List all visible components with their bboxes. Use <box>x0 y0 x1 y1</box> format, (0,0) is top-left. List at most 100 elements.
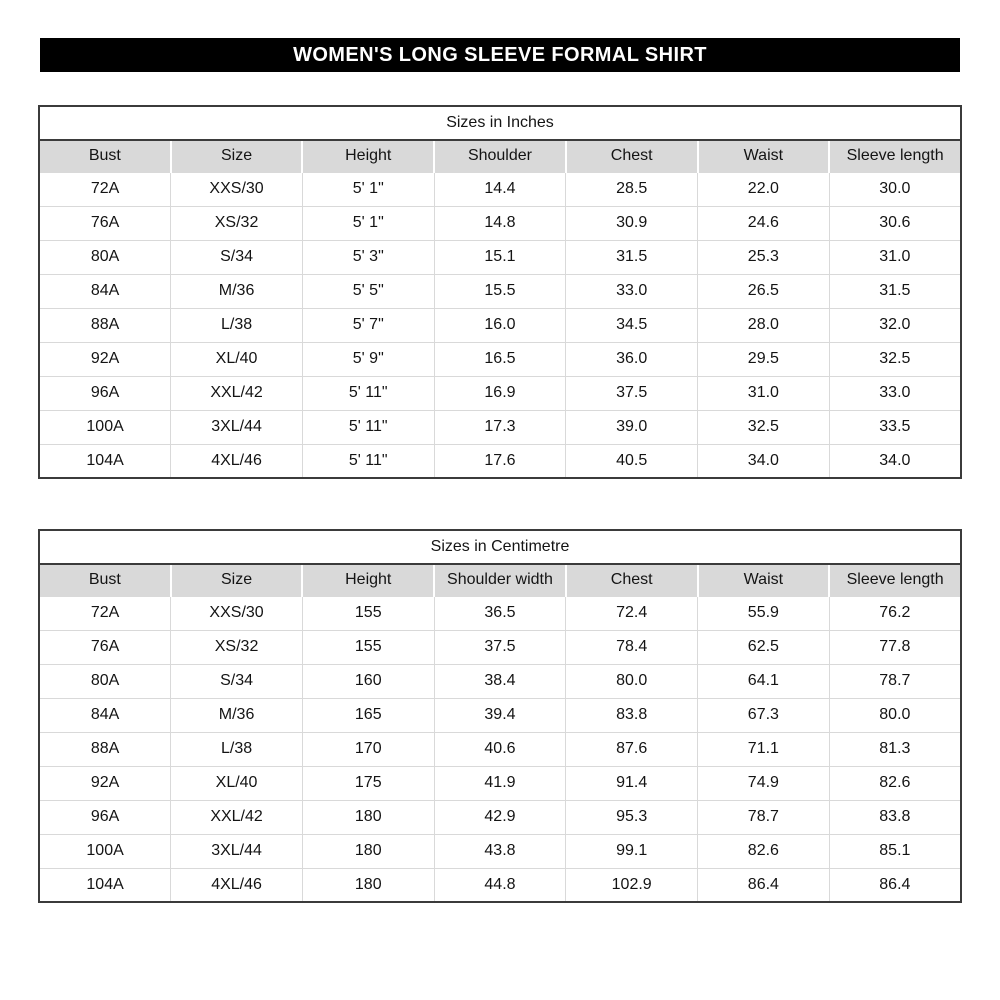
table-cell: 5' 9" <box>301 341 435 376</box>
table-cell: 43.8 <box>433 833 566 868</box>
table-cell: S/34 <box>170 663 303 698</box>
table-cell: 5' 1" <box>301 205 435 240</box>
table-row: 100A 3XL/44 5' 11" 17.3 39.0 32.5 33.5 <box>39 409 961 444</box>
table-cell: 84A <box>39 697 171 732</box>
column-header: Shoulder width <box>433 564 566 596</box>
table-cell: 155 <box>301 629 435 664</box>
table-cell: 28.0 <box>697 307 830 342</box>
table-cell: 34.0 <box>697 443 830 478</box>
table-row: 72A XXS/30 5' 1" 14.4 28.5 22.0 30.0 <box>39 171 961 206</box>
table-cell: 33.0 <box>828 375 961 410</box>
table-cell: 83.8 <box>565 697 698 732</box>
table-row: 80A S/34 160 38.4 80.0 64.1 78.7 <box>39 663 961 698</box>
table-caption: Sizes in Centimetre <box>39 530 961 565</box>
table-cell: 91.4 <box>565 765 698 800</box>
table-cell: 15.5 <box>433 273 566 308</box>
table-cell: 88A <box>39 307 171 342</box>
table-cell: 170 <box>301 731 435 766</box>
table-cell: 38.4 <box>433 663 566 698</box>
table-cell: 5' 11" <box>301 375 435 410</box>
table-cell: 36.0 <box>565 341 698 376</box>
table-cell: XXL/42 <box>170 375 303 410</box>
table-cell: XS/32 <box>170 629 303 664</box>
table-cell: 31.0 <box>697 375 830 410</box>
table-cell: 92A <box>39 341 171 376</box>
table-cell: 33.5 <box>828 409 961 444</box>
table-cell: 30.0 <box>828 171 961 206</box>
table-cell: 72A <box>39 595 171 630</box>
table-cell: 17.3 <box>433 409 566 444</box>
table-cell: 34.0 <box>828 443 961 478</box>
table-cell: 42.9 <box>433 799 566 834</box>
table-cell: 62.5 <box>697 629 830 664</box>
table-cell: 180 <box>301 833 435 868</box>
table-header-row: Bust Size Height Shoulder width Chest Waist Sl… <box>39 564 961 596</box>
table-cell: 77.8 <box>828 629 961 664</box>
table-cell: 78.7 <box>828 663 961 698</box>
column-header: Sleeve length <box>828 564 961 596</box>
table-row: 96A XXL/42 180 42.9 95.3 78.7 83.8 <box>39 799 961 834</box>
table-cell: 41.9 <box>433 765 566 800</box>
table-cell: 3XL/44 <box>170 833 303 868</box>
table-cell: XXL/42 <box>170 799 303 834</box>
column-header: Sleeve length <box>828 140 961 172</box>
table-cell: M/36 <box>170 697 303 732</box>
table-cell: 82.6 <box>828 765 961 800</box>
table-cell: 14.8 <box>433 205 566 240</box>
table-cell: 86.4 <box>697 867 830 902</box>
table-cell: XL/40 <box>170 765 303 800</box>
column-header: Bust <box>39 140 171 172</box>
table-row: 76A XS/32 155 37.5 78.4 62.5 77.8 <box>39 629 961 664</box>
table-cell: 78.4 <box>565 629 698 664</box>
table-row: 80A S/34 5' 3" 15.1 31.5 25.3 31.0 <box>39 239 961 274</box>
table-cell: 96A <box>39 375 171 410</box>
table-cell: 96A <box>39 799 171 834</box>
column-header: Height <box>301 564 435 596</box>
table-caption-row: Sizes in Centimetre <box>39 530 961 565</box>
table-cell: 33.0 <box>565 273 698 308</box>
table-row: 76A XS/32 5' 1" 14.8 30.9 24.6 30.6 <box>39 205 961 240</box>
table-cell: 92A <box>39 765 171 800</box>
table-cell: 165 <box>301 697 435 732</box>
table-row: 88A L/38 170 40.6 87.6 71.1 81.3 <box>39 731 961 766</box>
table-cell: 80A <box>39 239 171 274</box>
table-cell: 100A <box>39 409 171 444</box>
table-cell: 28.5 <box>565 171 698 206</box>
table-cell: 64.1 <box>697 663 830 698</box>
table-cell: 80A <box>39 663 171 698</box>
table-cell: 15.1 <box>433 239 566 274</box>
table-cell: 40.5 <box>565 443 698 478</box>
table-cell: 80.0 <box>828 697 961 732</box>
column-header: Height <box>301 140 435 172</box>
table-header-row: Bust Size Height Shoulder Chest Waist Sleeve l… <box>39 140 961 172</box>
table-cell: 5' 1" <box>301 171 435 206</box>
column-header: Size <box>169 564 303 596</box>
column-header: Waist <box>696 564 830 596</box>
table-cell: 86.4 <box>828 867 961 902</box>
table-cell: 32.0 <box>828 307 961 342</box>
table-cell: 74.9 <box>697 765 830 800</box>
table-cell: 84A <box>39 273 171 308</box>
table-row: 104A 4XL/46 5' 11" 17.6 40.5 34.0 34.0 <box>39 443 961 478</box>
table-cell: 37.5 <box>433 629 566 664</box>
table-row: 104A 4XL/46 180 44.8 102.9 86.4 86.4 <box>39 867 961 902</box>
table-cell: 29.5 <box>697 341 830 376</box>
table-cell: 5' 3" <box>301 239 435 274</box>
column-header: Waist <box>696 140 830 172</box>
table-row: 92A XL/40 5' 9" 16.5 36.0 29.5 32.5 <box>39 341 961 376</box>
table-row: 88A L/38 5' 7" 16.0 34.5 28.0 32.0 <box>39 307 961 342</box>
table-cell: XS/32 <box>170 205 303 240</box>
table-row: 84A M/36 165 39.4 83.8 67.3 80.0 <box>39 697 961 732</box>
table-cell: 32.5 <box>828 341 961 376</box>
table-cell: 37.5 <box>565 375 698 410</box>
table-cell: 72A <box>39 171 171 206</box>
table-cell: S/34 <box>170 239 303 274</box>
column-header: Chest <box>564 140 698 172</box>
table-cell: 82.6 <box>697 833 830 868</box>
table-cell: 100A <box>39 833 171 868</box>
table-cell: 34.5 <box>565 307 698 342</box>
table-cell: 87.6 <box>565 731 698 766</box>
table-cell: 102.9 <box>565 867 698 902</box>
table-cell: L/38 <box>170 307 303 342</box>
table-cell: 104A <box>39 867 171 902</box>
